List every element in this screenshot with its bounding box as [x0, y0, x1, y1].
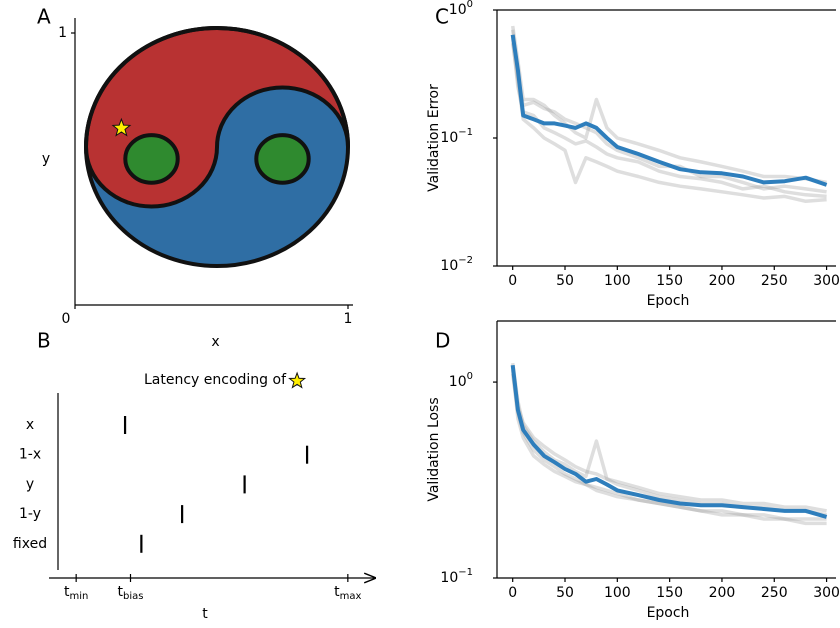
- x-axis-label: Epoch: [647, 605, 690, 621]
- row-label: 1-y: [19, 506, 41, 522]
- row-label: 1-x: [19, 447, 41, 463]
- x-axis-label: Epoch: [647, 293, 690, 309]
- x-tick-label: 150: [656, 273, 683, 289]
- run-line: [510, 42, 827, 204]
- y-axis-label: Validation Loss: [426, 397, 442, 501]
- x-tick-label: 50: [556, 273, 574, 289]
- run-line: [510, 29, 827, 194]
- tick-label-subscript: max: [340, 591, 362, 602]
- x-tick-label: 150: [656, 585, 683, 601]
- run-line: [510, 373, 827, 521]
- row-label: fixed: [13, 536, 47, 552]
- x-axis-label: t: [202, 606, 208, 622]
- y-tick-label: 100: [449, 371, 473, 390]
- y-tick-label: 10−2: [440, 255, 473, 274]
- outline: [86, 28, 348, 266]
- tick-label-main: t: [118, 584, 124, 600]
- x-tick-label: 250: [761, 585, 788, 601]
- y-axis-label: Validation Error: [426, 84, 442, 192]
- y-axis-label: y: [42, 151, 50, 167]
- row-label: y: [26, 476, 34, 492]
- tick-label-exponent: −1: [458, 127, 473, 138]
- x-tick-label: 0: [508, 585, 517, 601]
- x-tick-label: 300: [813, 585, 840, 601]
- tick-label-subscript: bias: [123, 591, 143, 602]
- tick-label-main: t: [334, 584, 340, 600]
- x-tick-label: 100: [604, 273, 631, 289]
- y-tick-label: 100: [449, 0, 473, 18]
- tick-label-base: 10: [440, 130, 458, 146]
- x-tick-label: 1: [344, 311, 353, 327]
- x-tick-label: 0: [62, 311, 71, 327]
- tick-label-exponent: −2: [458, 255, 473, 266]
- x-tick-label: 200: [709, 273, 736, 289]
- panel-label: D: [435, 329, 450, 353]
- mean-line: [510, 34, 828, 187]
- x-tick-label: 100: [604, 585, 631, 601]
- tick-label-subscript: min: [69, 591, 88, 602]
- x-tick-label: 50: [556, 585, 574, 601]
- tick-label-base: 10: [440, 258, 458, 274]
- y-tick-label: 10−1: [440, 127, 473, 146]
- tick-label-exponent: 0: [467, 371, 473, 382]
- tick-label-exponent: 0: [467, 0, 473, 10]
- x-tick-label: 300: [813, 273, 840, 289]
- run-line: [510, 25, 827, 185]
- x-axis-label: x: [211, 334, 219, 350]
- mean-line: [510, 364, 828, 519]
- inner-region: [256, 135, 308, 183]
- tick-label-main: t: [64, 584, 70, 600]
- tick-label-base: 10: [449, 374, 467, 390]
- x-tick-label: tmin: [64, 584, 88, 602]
- run-line: [510, 370, 827, 526]
- x-tick-label: 250: [761, 273, 788, 289]
- tick-label-base: 10: [440, 570, 458, 586]
- tick-label-exponent: −1: [458, 567, 473, 578]
- panel-label: C: [435, 5, 449, 29]
- y-tick-label: 1: [58, 25, 67, 41]
- x-tick-label: tmax: [334, 584, 361, 602]
- yin-yang: [86, 28, 348, 266]
- y-tick-label: 10−1: [440, 567, 473, 586]
- x-tick-label: 0: [508, 273, 517, 289]
- run-line: [510, 362, 827, 517]
- x-tick-label: 200: [709, 585, 736, 601]
- title-star: [288, 371, 307, 389]
- panel-label: B: [37, 329, 51, 353]
- run-line: [510, 366, 827, 513]
- star-marker: [111, 117, 132, 137]
- chart-title: Latency encoding of: [144, 372, 287, 388]
- inner-region: [125, 135, 177, 183]
- row-label: x: [26, 417, 34, 433]
- x-tick-label: tbias: [118, 584, 144, 602]
- panel-label: A: [37, 5, 51, 29]
- tick-label-base: 10: [449, 2, 467, 18]
